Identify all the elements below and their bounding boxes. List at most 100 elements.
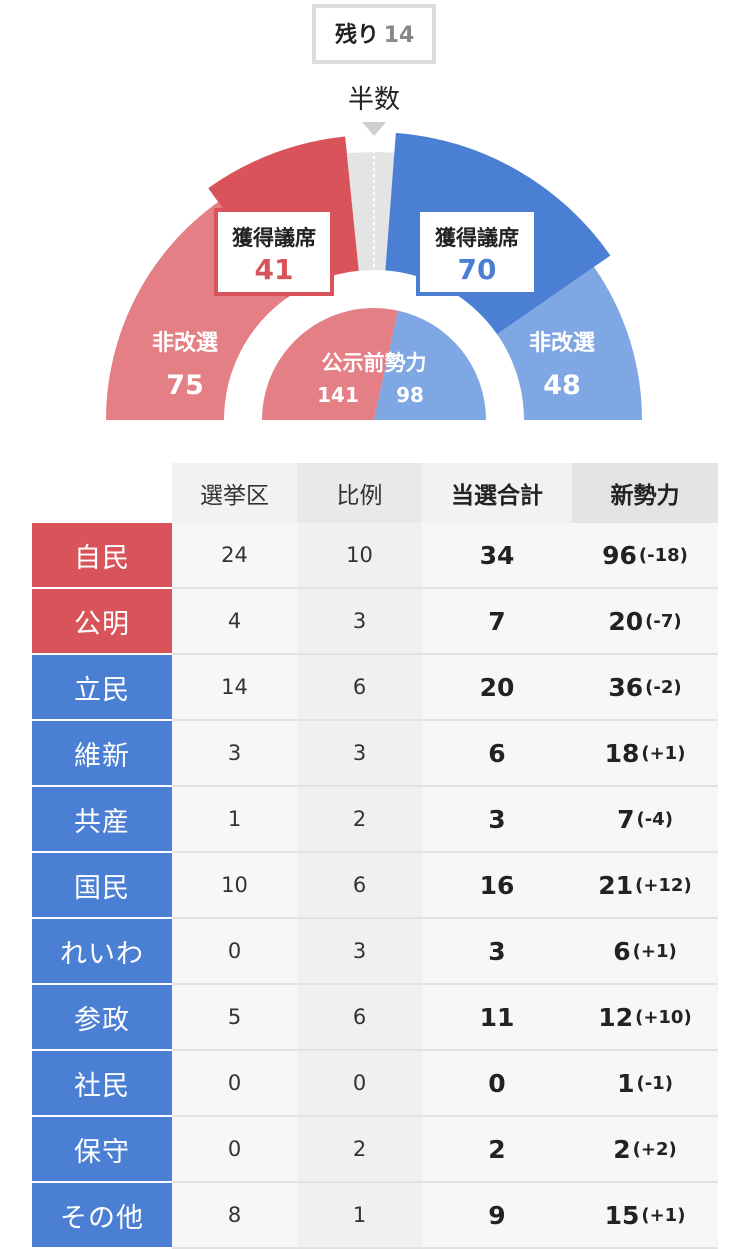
total-cell: 6: [422, 721, 572, 787]
new-strength-cell: 12 (+10): [572, 985, 718, 1051]
party-cell: 立民: [32, 655, 172, 721]
pr-cell: 1: [297, 1183, 422, 1249]
new-strength-delta: (-7): [645, 610, 682, 632]
new-strength-cell: 36 (-2): [572, 655, 718, 721]
table-header: 選挙区 比例 当選合計 新勢力: [32, 463, 718, 523]
left-won-title: 獲得議席: [232, 226, 316, 250]
total-cell: 16: [422, 853, 572, 919]
table-body: 自民 24 10 34 96 (-18) 公明 4 3 7 20 (-7) 立民 14 6 20 36 (-2) 維…: [32, 523, 718, 1249]
inner-title: 公示前勢力: [322, 351, 427, 375]
total-cell: 3: [422, 919, 572, 985]
district-cell: 10: [172, 853, 297, 919]
district-cell: 14: [172, 655, 297, 721]
inner-ruling-wedge: [262, 307, 398, 420]
district-cell: 4: [172, 589, 297, 655]
party-cell: 自民: [32, 523, 172, 589]
total-cell: 11: [422, 985, 572, 1051]
remaining-value: 14: [384, 23, 415, 48]
total-cell: 34: [422, 523, 572, 589]
new-strength-value: 20: [608, 606, 644, 636]
pr-cell: 6: [297, 985, 422, 1051]
total-cell: 7: [422, 589, 572, 655]
seat-semicircle-chart: 残り 14 半数 獲得議席 41 獲得議席 70 非改選 75 非改選 48 公…: [106, 4, 642, 420]
table-row: 参政 5 6 11 12 (+10): [32, 985, 718, 1051]
new-strength-cell: 2 (+2): [572, 1117, 718, 1183]
district-cell: 3: [172, 721, 297, 787]
district-cell: 24: [172, 523, 297, 589]
remaining-label: 残り: [335, 22, 379, 48]
table-row: 共産 1 2 3 7 (-4): [32, 787, 718, 853]
new-strength-delta: (+10): [635, 1006, 692, 1028]
new-strength-cell: 7 (-4): [572, 787, 718, 853]
pr-cell: 0: [297, 1051, 422, 1117]
table-row: 保守 0 2 2 2 (+2): [32, 1117, 718, 1183]
party-cell: 公明: [32, 589, 172, 655]
new-strength-cell: 20 (-7): [572, 589, 718, 655]
pr-cell: 2: [297, 1117, 422, 1183]
left-nonup-title: 非改選: [152, 330, 218, 356]
new-strength-value: 15: [604, 1200, 640, 1230]
right-won-box: [416, 208, 538, 296]
right-won-title: 獲得議席: [435, 226, 519, 250]
party-cell: れいわ: [32, 919, 172, 985]
pr-cell: 3: [297, 721, 422, 787]
new-strength-cell: 6 (+1): [572, 919, 718, 985]
header-blank: [32, 463, 172, 523]
total-cell: 0: [422, 1051, 572, 1117]
party-cell: 共産: [32, 787, 172, 853]
district-cell: 0: [172, 1051, 297, 1117]
party-cell: 参政: [32, 985, 172, 1051]
right-nonup-value: 48: [543, 370, 581, 401]
opposition-nonup-arc: [497, 266, 642, 420]
right-nonup-title: 非改選: [529, 330, 595, 356]
inner-left-value: 141: [317, 383, 359, 407]
header-total: 当選合計: [422, 463, 572, 523]
results-table: 選挙区 比例 当選合計 新勢力 自民 24 10 34 96 (-18) 公明 4 3 7 20 (-…: [32, 463, 718, 1249]
pr-cell: 10: [297, 523, 422, 589]
new-strength-cell: 18 (+1): [572, 721, 718, 787]
pr-cell: 6: [297, 853, 422, 919]
table-row: 社民 0 0 0 1 (-1): [32, 1051, 718, 1117]
party-cell: 社民: [32, 1051, 172, 1117]
total-cell: 2: [422, 1117, 572, 1183]
right-won-value: 70: [458, 253, 497, 286]
header-district: 選挙区: [172, 463, 297, 523]
new-strength-cell: 1 (-1): [572, 1051, 718, 1117]
new-strength-value: 1: [617, 1068, 635, 1098]
table-row: 国民 10 6 16 21 (+12): [32, 853, 718, 919]
new-strength-delta: (-4): [636, 808, 673, 830]
party-cell: 維新: [32, 721, 172, 787]
left-won-value: 41: [255, 253, 294, 286]
new-strength-value: 12: [598, 1002, 634, 1032]
new-strength-cell: 15 (+1): [572, 1183, 718, 1249]
inner-right-value: 98: [396, 383, 424, 407]
pr-cell: 3: [297, 919, 422, 985]
new-strength-delta: (+12): [635, 874, 692, 896]
new-strength-delta: (+1): [641, 742, 686, 764]
table-row: れいわ 0 3 3 6 (+1): [32, 919, 718, 985]
pr-cell: 6: [297, 655, 422, 721]
district-cell: 0: [172, 1117, 297, 1183]
header-new: 新勢力: [572, 463, 718, 523]
pr-cell: 3: [297, 589, 422, 655]
table-row: 自民 24 10 34 96 (-18): [32, 523, 718, 589]
new-strength-delta: (-2): [645, 676, 682, 698]
party-cell: その他: [32, 1183, 172, 1249]
new-strength-delta: (+1): [632, 940, 677, 962]
new-strength-delta: (-18): [638, 544, 688, 566]
header-pr: 比例: [297, 463, 422, 523]
remaining-arc: [346, 151, 395, 271]
new-strength-value: 6: [613, 936, 631, 966]
remaining-box: [312, 4, 436, 64]
left-nonup-value: 75: [166, 370, 204, 401]
table-row: その他 8 1 9 15 (+1): [32, 1183, 718, 1249]
district-cell: 5: [172, 985, 297, 1051]
table-row: 維新 3 3 6 18 (+1): [32, 721, 718, 787]
party-cell: 国民: [32, 853, 172, 919]
half-marker-icon: [362, 122, 386, 136]
new-strength-delta: (+2): [632, 1138, 677, 1160]
inner-opposition-wedge: [374, 310, 486, 420]
table-row: 立民 14 6 20 36 (-2): [32, 655, 718, 721]
table-row: 公明 4 3 7 20 (-7): [32, 589, 718, 655]
new-strength-cell: 96 (-18): [572, 523, 718, 589]
